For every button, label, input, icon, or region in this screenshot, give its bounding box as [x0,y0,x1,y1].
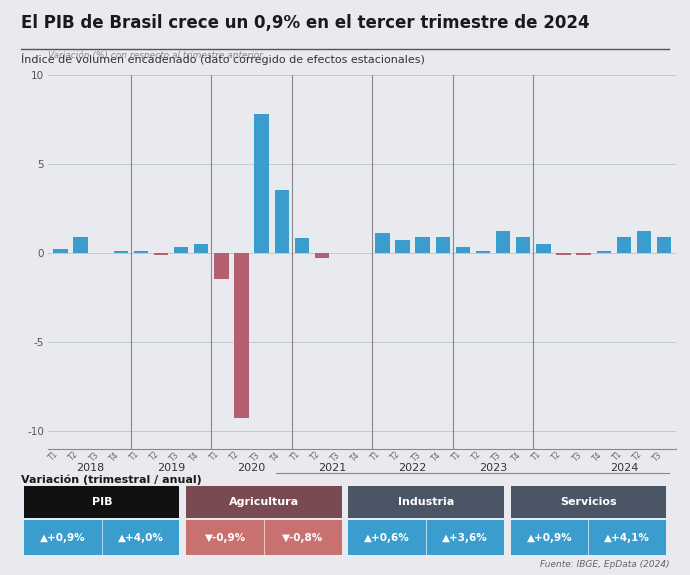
Text: Fuente: IBGE, EpData (2024): Fuente: IBGE, EpData (2024) [540,560,669,569]
Bar [475,251,490,253]
Text: Variación (%) con respecto al trimestre anterior: Variación (%) con respecto al trimestre … [48,50,264,60]
Text: Industria: Industria [398,497,454,507]
Text: El PIB de Brasil crece un 0,9% en el tercer trimestre de 2024: El PIB de Brasil crece un 0,9% en el ter… [21,14,589,32]
Bar [637,231,651,253]
Text: 2022: 2022 [398,463,426,473]
Bar [375,233,390,253]
Bar [536,244,551,253]
Text: 2021: 2021 [318,463,346,473]
Bar [596,251,611,253]
Text: 2020: 2020 [237,463,266,473]
Text: ▲+4,0%: ▲+4,0% [118,532,164,543]
Bar [455,247,470,253]
Bar [134,251,148,253]
Bar [415,237,430,253]
Text: Índice de volumen encadenado (dato corregido de efectos estacionales): Índice de volumen encadenado (dato corre… [21,53,424,65]
Text: ▲+3,6%: ▲+3,6% [442,532,488,543]
Bar [315,253,329,258]
Text: 2023: 2023 [479,463,507,473]
Bar [295,239,309,253]
Text: ▲+0,9%: ▲+0,9% [526,532,572,543]
Bar [174,247,188,253]
Bar [576,253,591,255]
Bar [275,190,289,253]
Text: 2019: 2019 [157,463,185,473]
Bar [234,253,248,418]
Bar [255,114,269,253]
Bar [496,231,511,253]
Bar [617,237,631,253]
Text: ▼-0,8%: ▼-0,8% [282,532,324,543]
Text: ▲+0,9%: ▲+0,9% [40,532,86,543]
Text: Variación (trimestral / anual): Variación (trimestral / anual) [21,474,201,485]
Text: 2024: 2024 [610,463,638,473]
Text: 2018: 2018 [77,463,105,473]
Text: ▲+4,1%: ▲+4,1% [604,532,650,543]
Text: Agricultura: Agricultura [229,497,299,507]
Text: ▼-0,9%: ▼-0,9% [204,532,246,543]
Bar [194,244,208,253]
Bar [516,237,531,253]
Text: Servicios: Servicios [560,497,617,507]
Bar [435,237,450,253]
Text: ▲+0,6%: ▲+0,6% [364,532,410,543]
Bar [73,237,88,253]
Bar [154,253,168,255]
Bar [395,240,410,253]
Bar [556,253,571,255]
Bar [113,251,128,253]
Bar [214,253,228,279]
Bar [53,249,68,253]
Bar [657,237,671,253]
Text: PIB: PIB [92,497,112,507]
